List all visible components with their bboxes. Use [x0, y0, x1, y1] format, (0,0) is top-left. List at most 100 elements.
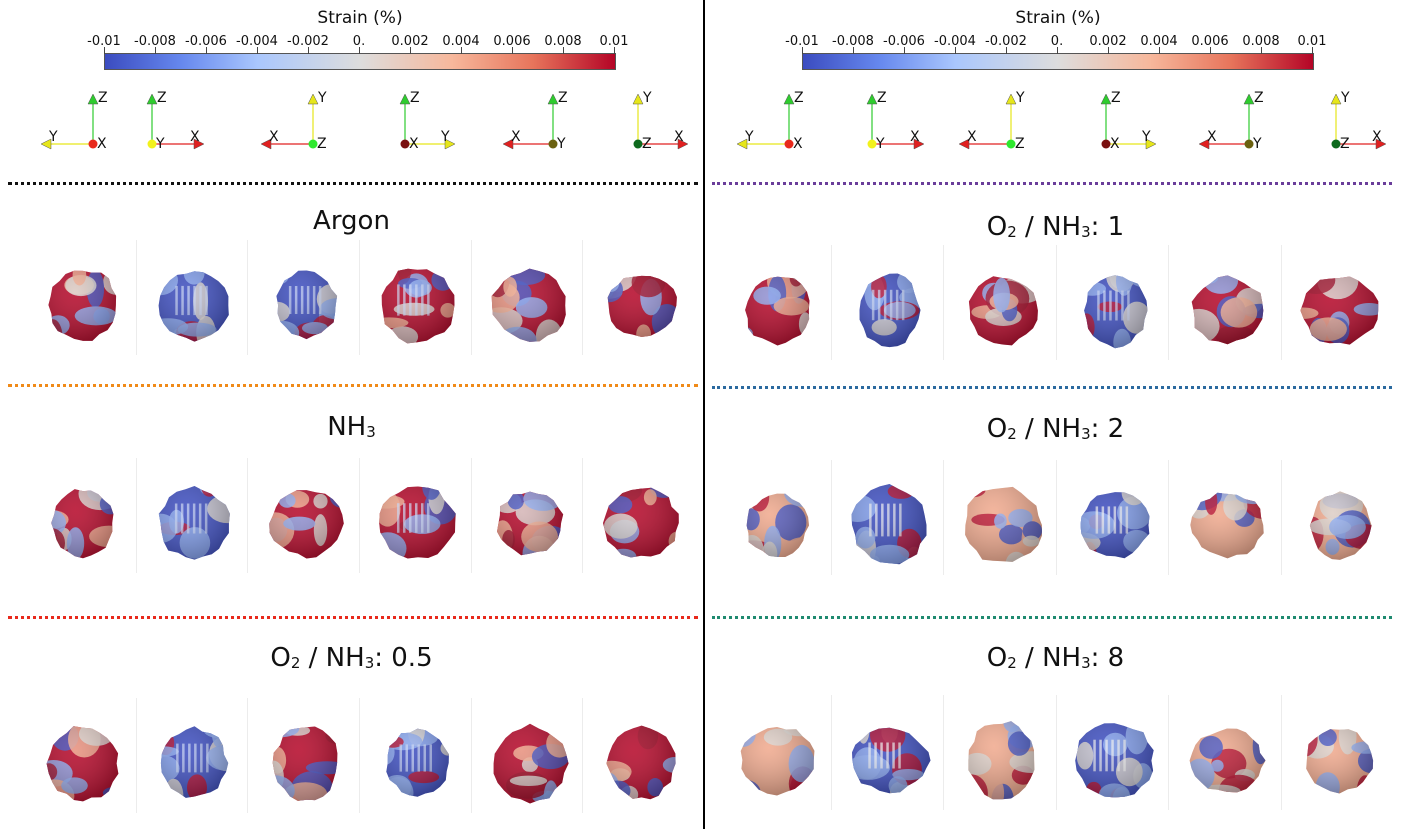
panel-divider	[135, 458, 137, 573]
colorbar-tick-mark	[614, 47, 615, 54]
colorbar-tick-mark	[853, 47, 854, 54]
axis-label: Y	[875, 136, 885, 152]
panel-divider	[830, 460, 832, 575]
strain-particle-view	[493, 723, 569, 803]
blob-row-o2nh3-2	[724, 460, 1399, 580]
colorbar-tick-label: -0.008	[134, 34, 176, 49]
colorbar-tick-label: 0.	[352, 34, 366, 49]
strain-particle-view	[964, 486, 1042, 562]
row-title-sub: 3	[1081, 223, 1091, 241]
panel-divider	[247, 458, 249, 573]
strain-particle-view	[48, 270, 116, 341]
colorbar-tick-label: 0.01	[599, 34, 629, 49]
axes-triad: Z X Y	[734, 80, 834, 160]
center-divider	[703, 0, 705, 829]
panel-divider	[247, 240, 249, 355]
colorbar-tick-mark	[802, 47, 803, 54]
axis-label: Y	[1015, 90, 1025, 106]
row-title-text: / NH	[300, 643, 365, 673]
axis-label: Z	[1111, 90, 1121, 106]
row-title-post: : 1	[1090, 212, 1125, 242]
axis-label: X	[910, 129, 920, 145]
strain-particle-view	[851, 484, 927, 565]
strain-particle-view	[386, 728, 450, 797]
separator-o2nh3-2	[712, 386, 1392, 389]
strain-particle-view	[51, 489, 114, 559]
axis-label: Y	[48, 129, 58, 145]
axes-triad: Z Y X	[132, 80, 232, 160]
colorbar-tick-mark	[1006, 47, 1007, 54]
row-title-text: / NH	[1016, 643, 1082, 673]
row-title-post: : 0.5	[374, 643, 433, 673]
axis-label: X	[409, 136, 419, 152]
right-half: Strain (%) -0.01 -0.008 -0.006 -0.004 -0.002…	[704, 0, 1407, 829]
axis-label: Y	[1252, 136, 1262, 152]
strain-particle-view	[1080, 492, 1150, 559]
colorbar-tick-label: 0.008	[544, 34, 582, 49]
panel-divider	[582, 698, 584, 813]
colorbar-tick-label: -0.002	[287, 34, 329, 49]
colorbar-title: Strain (%)	[317, 8, 403, 28]
axis-label: Z	[410, 90, 420, 106]
separator-o2nh3-05	[8, 616, 698, 619]
panel-divider	[470, 458, 472, 573]
panel-divider	[582, 240, 584, 355]
panel-divider	[943, 695, 944, 810]
strain-particle-view	[859, 273, 921, 348]
panel-divider	[470, 698, 472, 813]
colorbar-tick-label: -0.008	[832, 34, 874, 49]
colorbar-tick-label: -0.01	[87, 34, 121, 49]
strain-particle-view	[382, 268, 455, 344]
row-title-pre-sub: 2	[1007, 654, 1017, 672]
panel-divider	[470, 240, 472, 355]
strain-particle-view	[276, 270, 337, 340]
colorbar-tick-mark	[359, 47, 360, 54]
colorbar-tick-mark	[563, 47, 564, 54]
panel-divider	[1168, 695, 1169, 810]
row-title-o2nh3-05: O2 / NH3: 0.5	[0, 643, 703, 673]
row-title-pre: O	[986, 212, 1008, 242]
colorbar-tick-mark	[308, 47, 309, 54]
axes-triad: Z X Y	[1086, 80, 1186, 160]
colorbar-tick-label: 0.006	[493, 34, 531, 49]
axes-triad: Z Y X	[1194, 80, 1294, 160]
axis-label: Z	[1015, 136, 1025, 152]
strain-particle-view	[744, 276, 810, 346]
colorbar-tick-label: -0.01	[785, 34, 819, 49]
colorbar-tick-label: -0.004	[934, 34, 976, 49]
colorbar-tick-mark	[512, 47, 513, 54]
colorbar-tick-mark	[1057, 47, 1058, 54]
strain-particle-view	[1191, 274, 1264, 344]
row-title-sub: 3	[1081, 425, 1091, 443]
colorbar-tick-mark	[257, 47, 258, 54]
strain-particle-view	[607, 275, 677, 337]
strain-particle-view	[1190, 492, 1264, 559]
blob-row-o2nh3-8	[724, 695, 1399, 815]
axis-label: X	[511, 129, 521, 145]
axes-triad: Y Z X	[1316, 80, 1407, 160]
panel-divider	[1280, 695, 1282, 810]
axis-label: Z	[317, 136, 327, 152]
axis-label: Y	[556, 136, 566, 152]
axis-label: Y	[155, 136, 165, 152]
row-title-argon: Argon	[0, 206, 703, 236]
strain-particle-view	[603, 487, 679, 558]
axis-label: Z	[794, 90, 804, 106]
colorbar-tick-label: 0.002	[391, 34, 429, 49]
strain-particle-view	[968, 275, 1038, 345]
row-title-sub: 3	[364, 654, 375, 672]
panel-divider	[943, 245, 944, 360]
axis-label: Z	[157, 90, 167, 106]
colorbar-gradient	[802, 53, 1314, 70]
axis-label: X	[1372, 129, 1382, 145]
row-title-o2nh3-1: O2 / NH3: 1	[704, 212, 1407, 242]
panel-divider	[1168, 245, 1169, 360]
strain-particle-view	[1189, 728, 1266, 792]
axes-triad: Y Z X	[618, 80, 718, 160]
axis-label: X	[1110, 136, 1120, 152]
panel-divider	[1055, 695, 1057, 810]
panel-divider	[1055, 245, 1057, 360]
colorbar-tick-mark	[1210, 47, 1211, 54]
separator-o2nh3-8	[712, 616, 1392, 619]
strain-particle-view	[158, 270, 229, 342]
